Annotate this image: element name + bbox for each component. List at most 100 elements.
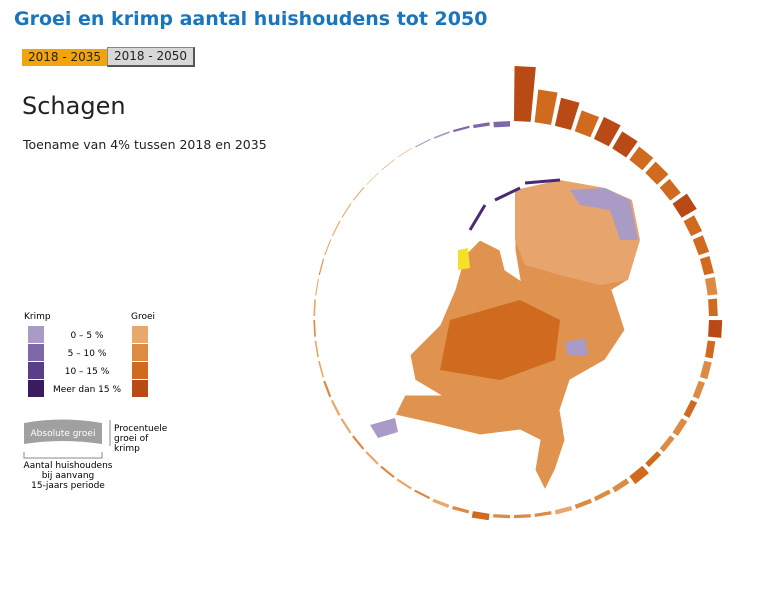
- map-selected: [458, 248, 470, 270]
- radial-bar: [471, 511, 490, 521]
- radial-bar: [313, 319, 316, 337]
- radial-bar: [534, 511, 552, 517]
- radial-bar: [659, 435, 675, 452]
- radial-bar: [629, 465, 649, 485]
- legend-swatch: [132, 362, 148, 379]
- map-krimp: [565, 338, 588, 356]
- radial-bar: [330, 399, 341, 416]
- legend-label: 0 – 5 %: [70, 331, 104, 341]
- legend-swatch: [28, 380, 44, 397]
- radial-bar: [453, 125, 470, 133]
- radial-bar: [313, 299, 316, 317]
- key-label: bij aanvang: [42, 471, 95, 481]
- radial-bar: [432, 498, 450, 508]
- radial-bar: [397, 147, 412, 158]
- radial-bar: [683, 215, 703, 237]
- radial-bar: [683, 399, 698, 419]
- legend-title: Groei: [131, 312, 155, 322]
- radial-bar: [396, 478, 412, 490]
- radial-bar: [331, 220, 341, 237]
- radial-bar: [705, 277, 718, 296]
- radial-bar: [314, 340, 319, 358]
- key-label: Absolute groei: [31, 429, 96, 439]
- legend-swatch: [132, 326, 148, 343]
- radial-bar: [574, 110, 600, 138]
- legend-label: 5 – 10 %: [68, 349, 107, 359]
- radial-bar: [554, 97, 580, 131]
- radial-bar: [366, 172, 379, 185]
- title: Groei en krimp aantal huishoudens tot 20…: [14, 8, 488, 30]
- map-krimp: [370, 418, 398, 438]
- radial-bar: [645, 161, 669, 185]
- map-islands: [468, 178, 561, 231]
- radial-bar: [365, 451, 379, 465]
- legend-swatch: [132, 380, 148, 397]
- key-label: groei of: [114, 434, 149, 444]
- legend-label: 10 – 15 %: [65, 367, 110, 377]
- radial-bar: [318, 258, 325, 276]
- radial-bar: [340, 418, 352, 434]
- key-bracket: [23, 420, 111, 459]
- radial-bar: [352, 186, 365, 201]
- radial-bar: [574, 498, 593, 509]
- radial-bar: [692, 235, 710, 256]
- radial-bar: [612, 478, 630, 493]
- radial-bar: [472, 122, 490, 129]
- radial-bar: [513, 514, 531, 519]
- radial-bar: [315, 278, 319, 296]
- radial-bar: [352, 435, 365, 450]
- radial-bar: [699, 360, 712, 380]
- legend-label: Meer dan 15 %: [53, 385, 122, 395]
- key-label: krimp: [114, 444, 140, 454]
- radial-bar: [381, 159, 395, 171]
- radial-bar: [318, 360, 325, 378]
- radial-bar: [513, 66, 536, 122]
- map-krimp: [570, 188, 638, 240]
- region-name: Schagen: [22, 92, 126, 120]
- legend-swatch: [132, 344, 148, 361]
- radial-bar: [554, 505, 573, 515]
- radial-bar: [493, 121, 511, 128]
- map: [370, 178, 641, 492]
- radial-bar: [323, 380, 332, 398]
- radial-bar: [708, 298, 718, 317]
- radial-bar: [414, 489, 431, 500]
- radial-bar: [699, 256, 714, 276]
- period-button[interactable]: 2018 - 2050: [107, 47, 196, 67]
- legend-swatch: [28, 362, 44, 379]
- radial-bar: [672, 418, 688, 437]
- radial-bar: [612, 131, 638, 158]
- radial-bar: [380, 465, 395, 478]
- radial-bar: [645, 451, 662, 468]
- radial-bar: [433, 131, 450, 139]
- radial-bar: [452, 505, 470, 514]
- region-summary: Toename van 4% tussen 2018 en 2035: [23, 137, 267, 152]
- radial-bar: [341, 203, 352, 218]
- radial-bar: [534, 89, 558, 125]
- radial-bar: [493, 514, 511, 519]
- legend-swatch: [28, 344, 44, 361]
- radial-bar: [692, 380, 705, 399]
- legend-swatch: [28, 326, 44, 343]
- radial-bar: [705, 340, 716, 359]
- radial-bar: [629, 146, 654, 171]
- key-label: Procentuele: [114, 424, 168, 434]
- radial-bar: [659, 178, 681, 201]
- key-label: Aantal huishoudens: [24, 461, 113, 471]
- radial-bar: [415, 138, 431, 148]
- radial-bar: [672, 193, 697, 218]
- key-bar: [24, 419, 102, 444]
- map-south: [440, 300, 560, 380]
- radial-bar: [593, 489, 611, 502]
- radial-bars: [313, 66, 723, 521]
- period-button-active[interactable]: 2018 - 2035: [22, 49, 108, 66]
- radial-bar: [324, 239, 332, 256]
- legend-title: Krimp: [24, 312, 51, 322]
- key-label: 15-jaars periode: [31, 481, 105, 491]
- radial-bar: [708, 319, 723, 338]
- radial-bar: [593, 116, 621, 147]
